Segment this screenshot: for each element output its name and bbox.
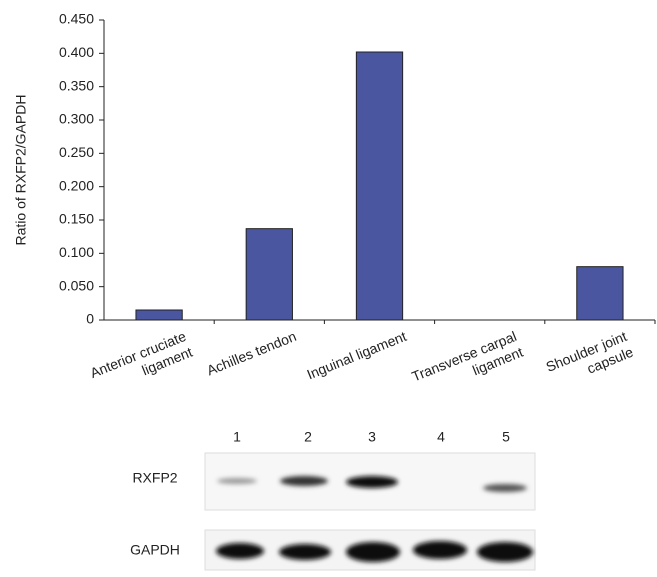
blot-band bbox=[279, 544, 331, 560]
x-tick-label-line: Achilles tendon bbox=[204, 328, 298, 378]
blot-row-label: RXFP2 bbox=[132, 470, 177, 486]
y-tick-label: 0.050 bbox=[59, 277, 94, 293]
y-tick-label: 0.400 bbox=[59, 44, 94, 60]
blot-band bbox=[280, 476, 328, 486]
x-tick-label-line: Inguinal ligament bbox=[304, 328, 408, 383]
blot-band bbox=[483, 484, 527, 492]
bar bbox=[246, 229, 292, 320]
y-tick-label: 0.300 bbox=[59, 111, 94, 127]
lane-label: 1 bbox=[233, 429, 241, 445]
x-tick-label: Shoulder jointcapsule bbox=[544, 328, 636, 391]
x-tick-label: Achilles tendon bbox=[204, 328, 298, 378]
blot-band bbox=[346, 476, 398, 488]
blot-band bbox=[477, 542, 533, 562]
lane-label: 2 bbox=[304, 429, 312, 445]
lane-label: 5 bbox=[502, 429, 510, 445]
x-tick-label: Inguinal ligament bbox=[304, 328, 408, 383]
blot-band bbox=[217, 478, 257, 484]
y-axis-label: Ratio of RXFP2/GAPDH bbox=[13, 95, 29, 246]
y-tick-label: 0.250 bbox=[59, 144, 94, 160]
lane-label: 4 bbox=[437, 429, 445, 445]
blot-band bbox=[346, 542, 400, 562]
y-tick-label: 0 bbox=[86, 311, 94, 327]
x-tick-label: Transverse carpalligament bbox=[409, 328, 525, 400]
x-tick-label: Anterior cruciateligament bbox=[88, 328, 195, 397]
y-tick-label: 0.350 bbox=[59, 77, 94, 93]
bar bbox=[577, 267, 623, 320]
western-blot: RXFP2 GAPDH 1 2 3 4 5 bbox=[130, 429, 535, 570]
y-tick-label: 0.100 bbox=[59, 244, 94, 260]
blot-band bbox=[216, 543, 264, 559]
y-tick-label: 0.150 bbox=[59, 211, 94, 227]
blot-band bbox=[413, 541, 467, 559]
bar bbox=[136, 310, 182, 320]
y-tick-label: 0.450 bbox=[59, 11, 94, 27]
figure: Ratio of RXFP2/GAPDH RXFP2 GAPDH 1 2 3 4 5 0… bbox=[0, 0, 657, 572]
lane-label: 3 bbox=[368, 429, 376, 445]
blot-row-label: GAPDH bbox=[130, 542, 180, 558]
y-tick-label: 0.200 bbox=[59, 177, 94, 193]
bar bbox=[356, 52, 402, 320]
